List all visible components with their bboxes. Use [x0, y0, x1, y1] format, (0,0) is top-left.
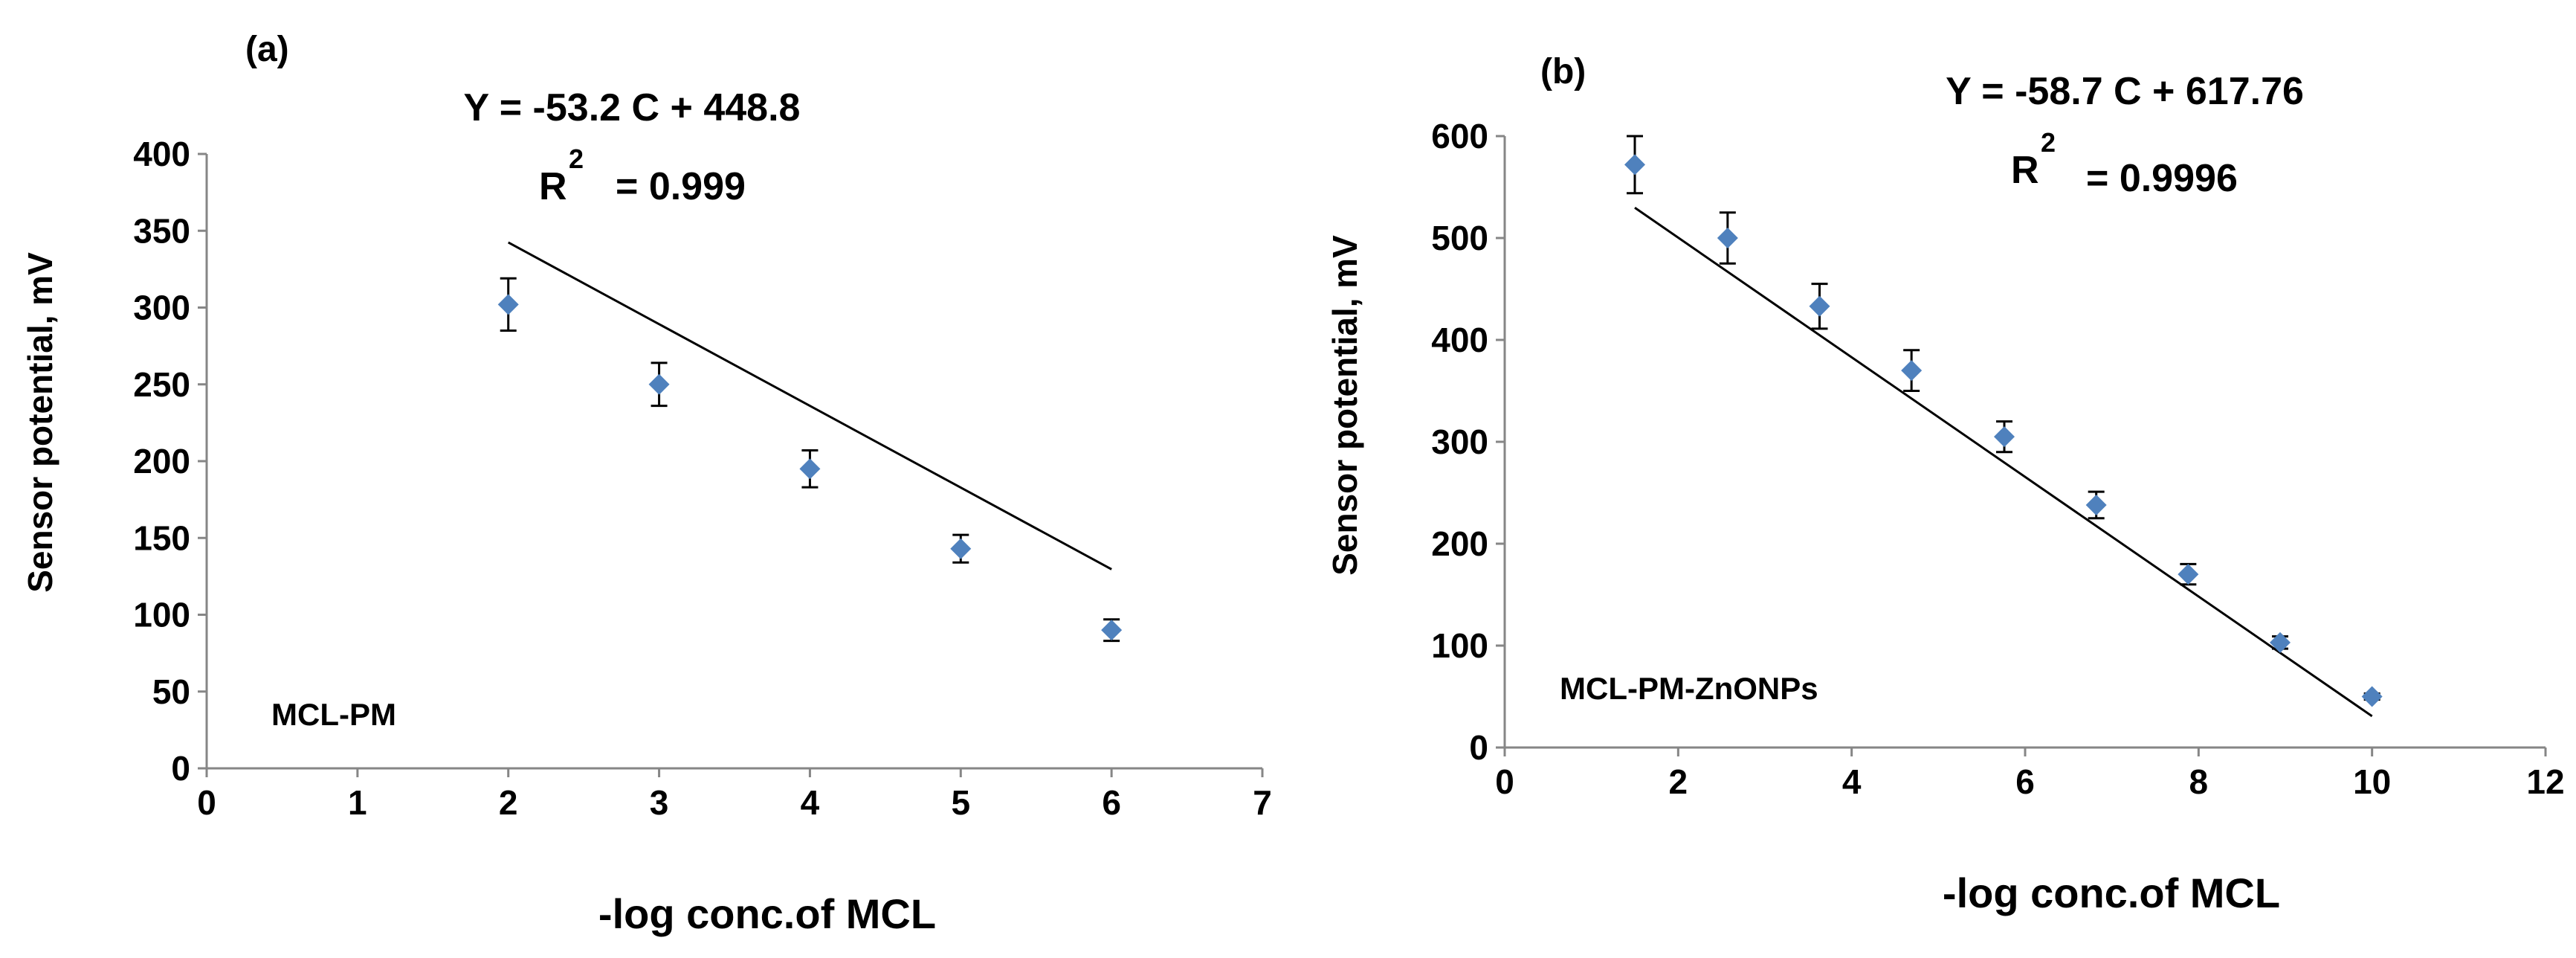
x-tick-label: 6 — [2015, 762, 2035, 801]
r2-superscript-a: 2 — [569, 144, 584, 174]
x-tick-label: 7 — [1253, 783, 1272, 822]
data-point — [1717, 228, 1738, 248]
y-axis-title-b: Sensor potential, mV — [1326, 235, 1364, 576]
x-tick-label: 6 — [1102, 783, 1121, 822]
y-tick-label: 400 — [1431, 321, 1488, 359]
y-tick-label: 150 — [133, 518, 190, 557]
y-tick-label: 50 — [152, 672, 190, 711]
data-point — [2085, 494, 2107, 515]
y-tick-label: 100 — [1431, 626, 1488, 665]
y-tick-label: 400 — [133, 135, 190, 173]
r2-superscript-b: 2 — [2041, 127, 2056, 158]
data-point — [497, 294, 519, 315]
y-tick-label: 300 — [133, 289, 190, 327]
data-point — [648, 373, 670, 395]
y-tick-label: 0 — [171, 749, 190, 788]
trendline — [1634, 207, 2373, 718]
panel-label-a: (a) — [245, 30, 289, 69]
y-tick-label: 300 — [1431, 422, 1488, 461]
data-point — [1101, 620, 1123, 641]
data-point — [1624, 154, 1645, 176]
r2-value-b: = 0.9996 — [2086, 157, 2238, 200]
x-axis-title-b: -log conc.of MCL — [1943, 869, 2280, 916]
x-tick-label: 2 — [499, 783, 518, 822]
x-tick-label: 0 — [197, 783, 216, 822]
data-point — [950, 538, 972, 559]
y-tick-label: 200 — [133, 442, 190, 480]
x-tick-label: 8 — [2189, 762, 2209, 801]
data-point — [1901, 360, 1923, 382]
series-label-a: MCL-PM — [271, 697, 396, 732]
data-point — [2270, 631, 2291, 653]
data-point — [2361, 686, 2383, 707]
x-tick-label: 5 — [951, 783, 970, 822]
r2-value-a: = 0.999 — [616, 165, 746, 208]
data-point — [1994, 426, 2015, 448]
y-tick-label: 0 — [1469, 728, 1488, 767]
y-axis-title-a: Sensor potential, mV — [21, 252, 59, 593]
chart-panel-b: (b) Y = -58.7 C + 617.76 R 2 = 0.9996 MC… — [1326, 52, 2565, 916]
x-tick-label: 1 — [348, 783, 367, 822]
equation-b: Y = -58.7 C + 617.76 — [1946, 70, 2304, 113]
data-point — [2178, 564, 2199, 585]
equation-a: Y = -53.2 C + 448.8 — [464, 86, 801, 129]
r2-label-a: R — [539, 165, 567, 208]
y-tick-label: 500 — [1431, 219, 1488, 257]
x-tick-label: 10 — [2353, 762, 2391, 801]
y-tick-label: 600 — [1431, 117, 1488, 155]
data-point — [1809, 295, 1830, 317]
r2-label-b: R — [2011, 149, 2039, 192]
x-tick-label: 12 — [2526, 762, 2564, 801]
data-point — [799, 458, 821, 480]
x-axis-title-a: -log conc.of MCL — [598, 890, 936, 937]
x-tick-label: 2 — [1669, 762, 1688, 801]
panel-label-b: (b) — [1540, 52, 1586, 91]
chart-panel-a: (a) Y = -53.2 C + 448.8 R 2 = 0.999 MCL-… — [21, 30, 1272, 937]
y-tick-label: 100 — [133, 596, 190, 634]
y-tick-label: 200 — [1431, 524, 1488, 563]
x-tick-label: 0 — [1495, 762, 1514, 801]
trendline — [507, 241, 1112, 570]
x-tick-label: 3 — [650, 783, 669, 822]
y-tick-label: 250 — [133, 365, 190, 404]
x-tick-label: 4 — [801, 783, 820, 822]
x-tick-label: 4 — [1842, 762, 1862, 801]
y-tick-label: 350 — [133, 211, 190, 250]
series-label-b: MCL-PM-ZnONPs — [1560, 671, 1818, 706]
